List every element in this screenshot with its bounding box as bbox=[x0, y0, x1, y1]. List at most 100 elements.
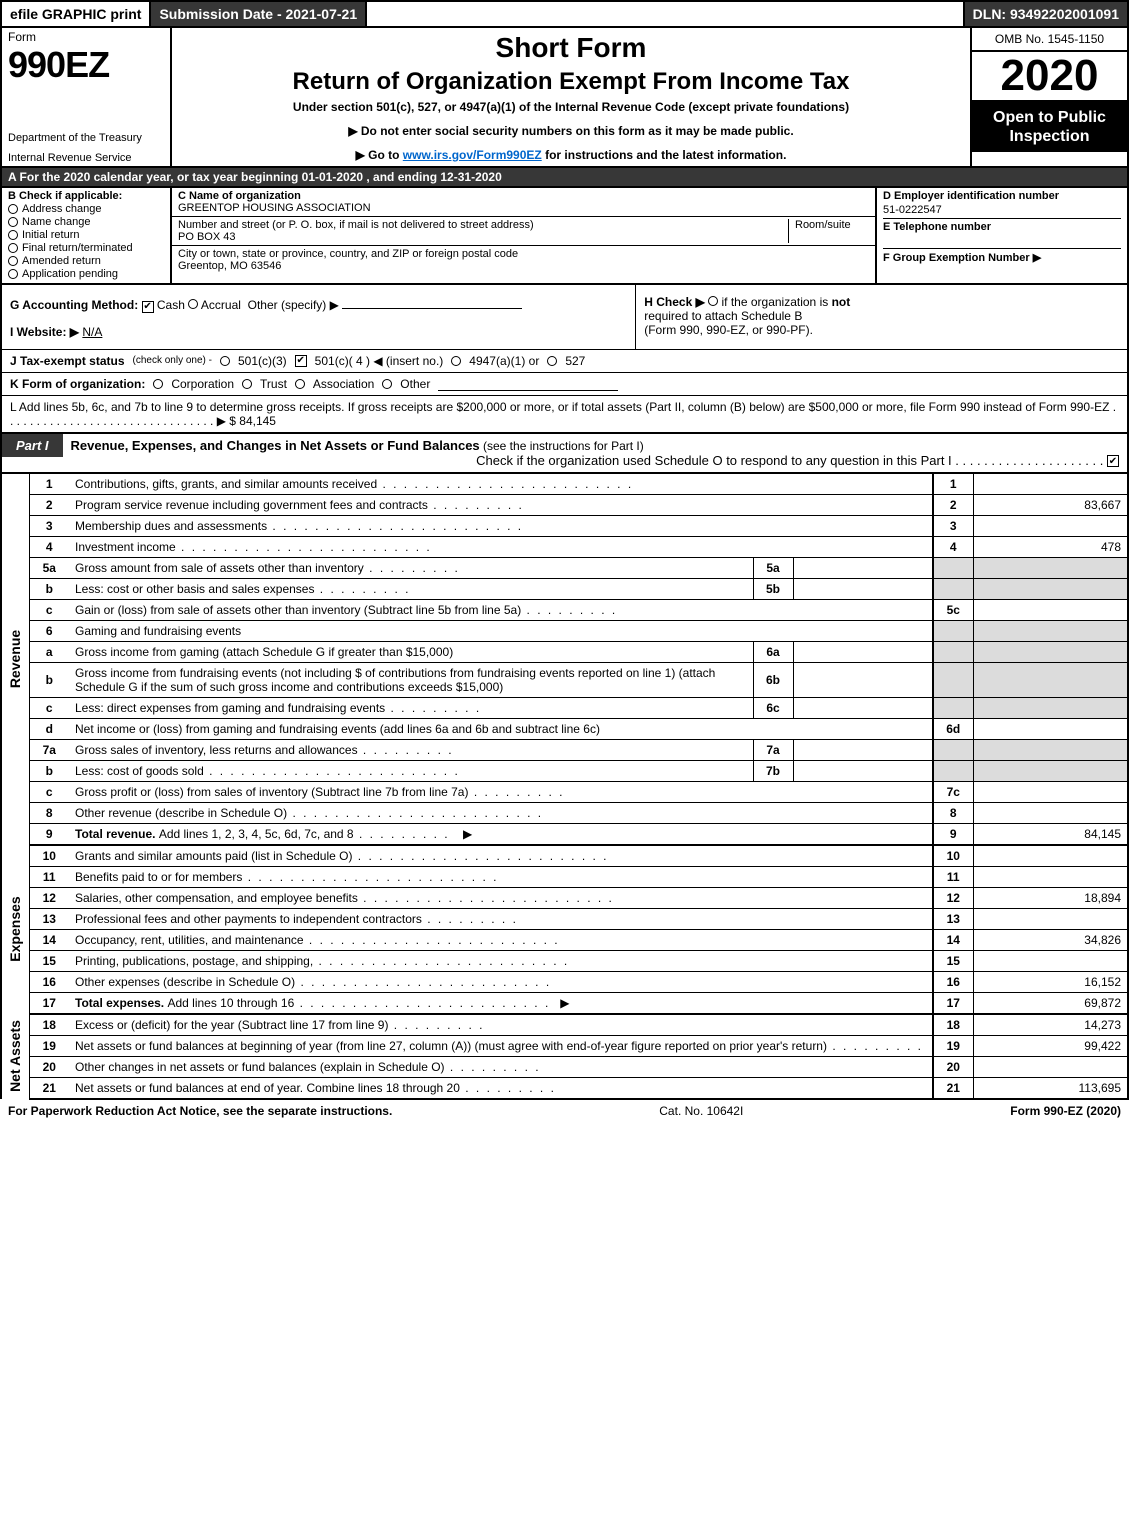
l-row: L Add lines 5b, 6c, and 7b to line 9 to … bbox=[0, 396, 1129, 434]
checkbox-schedule-o[interactable]: ✔ bbox=[1107, 455, 1119, 467]
line-5b: b Less: cost or other basis and sales ex… bbox=[1, 578, 1128, 599]
short-form-title: Short Form bbox=[182, 32, 960, 64]
check-icon[interactable] bbox=[708, 296, 718, 306]
g-other-input[interactable] bbox=[342, 295, 522, 309]
k-row: K Form of organization: Corporation Trus… bbox=[0, 373, 1129, 396]
box-b: B Check if applicable: Address change Na… bbox=[2, 188, 172, 283]
checkbox-501c[interactable]: ✔ bbox=[295, 355, 307, 367]
j-sub: (check only one) - bbox=[133, 355, 212, 366]
dept-irs: Internal Revenue Service bbox=[8, 152, 164, 164]
k-trust: Trust bbox=[260, 377, 287, 391]
box-c-name-label: C Name of organization bbox=[178, 190, 869, 202]
g-label: G Accounting Method: bbox=[10, 298, 138, 312]
line-7c: c Gross profit or (loss) from sales of i… bbox=[1, 781, 1128, 802]
line-9: 9 Total revenue. Add lines 1, 2, 3, 4, 5… bbox=[1, 823, 1128, 845]
check-icon[interactable] bbox=[153, 379, 163, 389]
h-label: H Check ▶ bbox=[644, 295, 705, 309]
check-icon[interactable] bbox=[8, 269, 18, 279]
part1-table: Revenue 1 Contributions, gifts, grants, … bbox=[0, 474, 1129, 1100]
check-icon[interactable] bbox=[8, 217, 18, 227]
form-footer: Form 990-EZ (2020) bbox=[1010, 1104, 1121, 1118]
part1-sub: (see the instructions for Part I) bbox=[480, 439, 644, 453]
check-icon[interactable] bbox=[8, 256, 18, 266]
check-icon[interactable] bbox=[242, 379, 252, 389]
form-number: 990EZ bbox=[8, 44, 164, 86]
j-527: 527 bbox=[565, 354, 585, 368]
line-2: 2 Program service revenue including gove… bbox=[1, 494, 1128, 515]
check-icon[interactable] bbox=[220, 356, 230, 366]
check-icon[interactable] bbox=[295, 379, 305, 389]
topbar-spacer bbox=[367, 2, 965, 26]
omb-number: OMB No. 1545-1150 bbox=[972, 28, 1127, 52]
g-cash: Cash bbox=[157, 298, 185, 312]
line-20: 20 Other changes in net assets or fund b… bbox=[1, 1056, 1128, 1077]
j-label: J Tax-exempt status bbox=[10, 354, 125, 368]
j-501c3: 501(c)(3) bbox=[238, 354, 287, 368]
page-footer: For Paperwork Reduction Act Notice, see … bbox=[0, 1100, 1129, 1122]
line-6c: c Less: direct expenses from gaming and … bbox=[1, 697, 1128, 718]
check-icon[interactable] bbox=[8, 230, 18, 240]
line-13: 13 Professional fees and other payments … bbox=[1, 908, 1128, 929]
line-7b: b Less: cost of goods sold 7b bbox=[1, 760, 1128, 781]
part1-header: Part I Revenue, Expenses, and Changes in… bbox=[0, 434, 1129, 474]
room-suite-label: Room/suite bbox=[789, 219, 869, 243]
part1-check-line: Check if the organization used Schedule … bbox=[71, 453, 1119, 468]
line-7a: 7a Gross sales of inventory, less return… bbox=[1, 739, 1128, 760]
box-c: C Name of organization GREENTOP HOUSING … bbox=[172, 188, 877, 283]
h-text1: if the organization is bbox=[722, 295, 832, 309]
h-text2: required to attach Schedule B bbox=[644, 309, 1119, 323]
line-16: 16 Other expenses (describe in Schedule … bbox=[1, 971, 1128, 992]
form-word: Form bbox=[8, 30, 164, 44]
dept-treasury: Department of the Treasury bbox=[8, 132, 164, 144]
check-icon[interactable] bbox=[547, 356, 557, 366]
line-1: Revenue 1 Contributions, gifts, grants, … bbox=[1, 474, 1128, 495]
j-4947: 4947(a)(1) or bbox=[469, 354, 539, 368]
check-icon[interactable] bbox=[188, 299, 198, 309]
h-text3: (Form 990, 990-EZ, or 990-PF). bbox=[644, 323, 1119, 337]
side-net-assets: Net Assets bbox=[1, 1014, 29, 1099]
check-icon[interactable] bbox=[8, 243, 18, 253]
line-11: 11 Benefits paid to or for members 11 bbox=[1, 866, 1128, 887]
header-center: Short Form Return of Organization Exempt… bbox=[172, 28, 972, 166]
line-4: 4 Investment income 4 478 bbox=[1, 536, 1128, 557]
line-6: 6 Gaming and fundraising events bbox=[1, 620, 1128, 641]
tax-year: 2020 bbox=[972, 52, 1127, 102]
chk-pending: Application pending bbox=[22, 268, 118, 280]
check-icon[interactable] bbox=[8, 204, 18, 214]
no-ssn-notice: ▶ Do not enter social security numbers o… bbox=[182, 124, 960, 138]
checkbox-cash[interactable]: ✔ bbox=[142, 301, 154, 313]
line-8: 8 Other revenue (describe in Schedule O)… bbox=[1, 802, 1128, 823]
side-revenue: Revenue bbox=[1, 474, 29, 845]
line-19: 19 Net assets or fund balances at beginn… bbox=[1, 1035, 1128, 1056]
box-b-title: B Check if applicable: bbox=[8, 190, 164, 202]
dln-label: DLN: 93492202001091 bbox=[965, 2, 1127, 26]
line-21: 21 Net assets or fund balances at end of… bbox=[1, 1077, 1128, 1099]
line-6d: d Net income or (loss) from gaming and f… bbox=[1, 718, 1128, 739]
calendar-year-row: A For the 2020 calendar year, or tax yea… bbox=[0, 168, 1129, 188]
chk-initial: Initial return bbox=[22, 229, 79, 241]
part1-badge: Part I bbox=[2, 434, 63, 457]
g-accrual: Accrual bbox=[201, 298, 241, 312]
check-icon[interactable] bbox=[382, 379, 392, 389]
header-right: OMB No. 1545-1150 2020 Open to Public In… bbox=[972, 28, 1127, 166]
check-icon[interactable] bbox=[451, 356, 461, 366]
k-corp: Corporation bbox=[171, 377, 234, 391]
line-14: 14 Occupancy, rent, utilities, and maint… bbox=[1, 929, 1128, 950]
goto-link[interactable]: www.irs.gov/Form990EZ bbox=[403, 148, 542, 162]
form-header: Form 990EZ Department of the Treasury In… bbox=[0, 28, 1129, 168]
cat-no: Cat. No. 10642I bbox=[659, 1104, 743, 1118]
l9-bold: Total revenue. bbox=[75, 827, 159, 841]
k-other-input[interactable] bbox=[438, 377, 618, 391]
ein-label: D Employer identification number bbox=[883, 190, 1121, 202]
line-15: 15 Printing, publications, postage, and … bbox=[1, 950, 1128, 971]
h-not: not bbox=[832, 295, 851, 309]
open-to-public: Open to Public Inspection bbox=[972, 102, 1127, 152]
chk-name: Name change bbox=[22, 216, 91, 228]
goto-line: ▶ Go to www.irs.gov/Form990EZ for instru… bbox=[182, 148, 960, 162]
part1-title-text: Revenue, Expenses, and Changes in Net As… bbox=[71, 438, 480, 453]
k-label: K Form of organization: bbox=[10, 377, 145, 391]
org-address: PO BOX 43 bbox=[178, 231, 782, 243]
line-6a: a Gross income from gaming (attach Sched… bbox=[1, 641, 1128, 662]
chk-final: Final return/terminated bbox=[22, 242, 133, 254]
org-city: Greentop, MO 63546 bbox=[178, 260, 869, 272]
